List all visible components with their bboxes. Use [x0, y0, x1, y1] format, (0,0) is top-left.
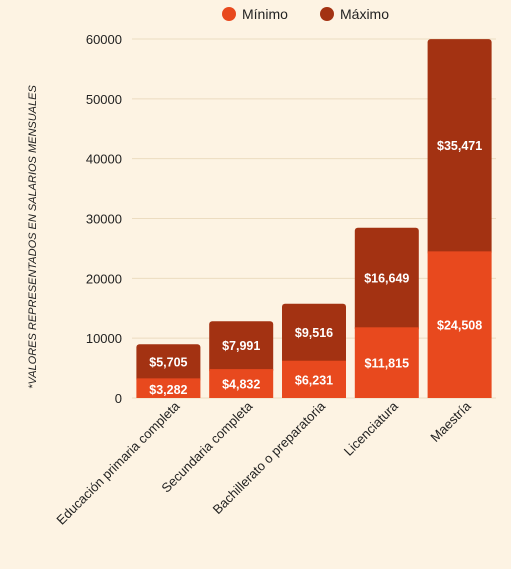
bar-maximo [427, 39, 492, 256]
y-tick-label: 0 [115, 391, 122, 406]
bar-label-minimo: $11,815 [365, 357, 410, 371]
y-tick-label: 40000 [86, 152, 122, 167]
bar-minimo [427, 251, 492, 398]
bar-label-minimo: $24,508 [437, 319, 482, 333]
bar-maximo [354, 227, 419, 332]
y-axis-label: *VALORES REPRESENTADOS EN SALARIOS MENSU… [27, 85, 39, 389]
x-category-label: Educación primaria completa [53, 398, 183, 528]
bar-label-minimo: $3,282 [149, 383, 187, 397]
legend-label-maximo: Máximo [340, 6, 389, 22]
x-category-label: Licenciatura [341, 398, 402, 459]
legend-swatch-minimo [222, 7, 236, 21]
y-axis-ticks: 0 10000 20000 30000 40000 50000 60000 [86, 32, 122, 406]
y-tick-label: 20000 [86, 271, 122, 286]
y-tick-label: 30000 [86, 212, 122, 227]
bar-label-maximo: $7,991 [222, 339, 260, 353]
bar-label-maximo: $9,516 [295, 326, 333, 340]
legend: Mínimo Máximo [222, 6, 389, 22]
y-tick-label: 10000 [86, 331, 122, 346]
bar-label-maximo: $16,649 [364, 271, 409, 285]
bar-maximo [136, 344, 201, 383]
bars [136, 39, 492, 398]
bar-label-minimo: $4,832 [222, 378, 260, 392]
bar-minimo [282, 360, 346, 398]
bar-maximo [209, 321, 274, 374]
bar-label-maximo: $5,705 [149, 355, 187, 369]
bar-label-minimo: $6,231 [295, 373, 333, 387]
y-tick-label: 60000 [86, 32, 122, 47]
bar-maximo [282, 303, 346, 365]
bar-value-labels: $5,705 $3,282 $7,991 $4,832 $9,516 $6,231 $16,… [149, 139, 482, 397]
legend-label-minimo: Mínimo [242, 6, 288, 22]
x-category-label: Maestría [427, 398, 474, 445]
bar-minimo [209, 369, 274, 398]
y-tick-label: 50000 [86, 92, 122, 107]
bar-minimo [354, 327, 419, 398]
bar-minimo [136, 378, 201, 398]
bar-label-maximo: $35,471 [437, 139, 482, 153]
legend-swatch-maximo [320, 7, 334, 21]
gridlines [132, 38, 496, 399]
